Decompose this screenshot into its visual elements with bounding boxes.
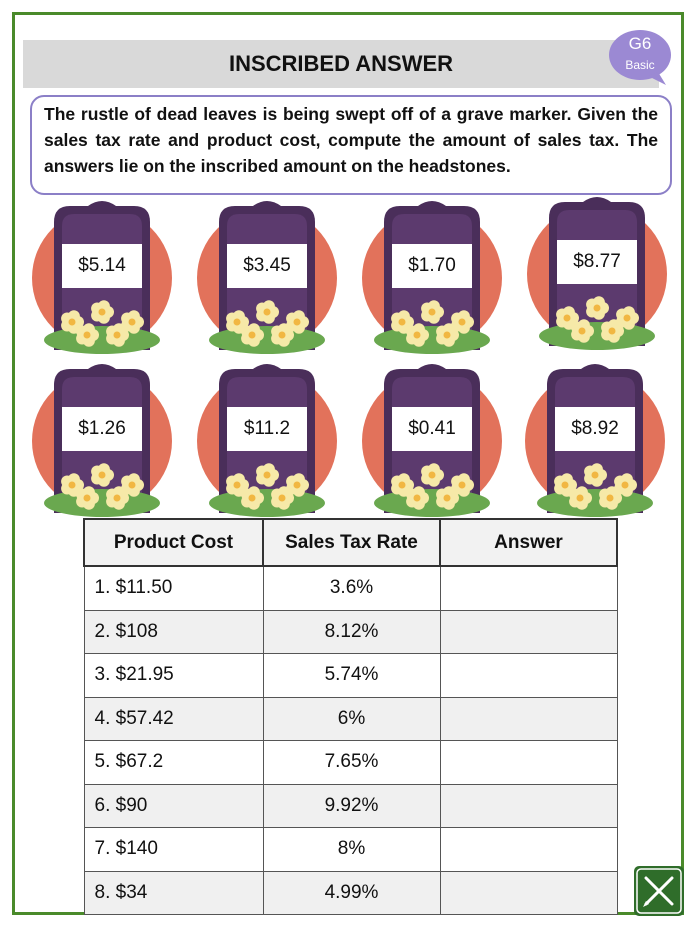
tax-rate-cell: 4.99% bbox=[262, 870, 441, 915]
product-cost-cell: 1. $11.50 bbox=[83, 565, 264, 611]
headstone-amount: $0.41 bbox=[392, 407, 472, 451]
table-row: 6. $90 9.92% bbox=[83, 783, 618, 828]
headstone-amount: $5.14 bbox=[62, 244, 142, 288]
table-row: 5. $67.2 7.65% bbox=[83, 740, 618, 785]
tax-rate-cell: 5.74% bbox=[262, 653, 441, 698]
page-title: INSCRIBED ANSWER bbox=[228, 51, 454, 76]
answer-cell[interactable] bbox=[439, 653, 618, 698]
answer-cell[interactable] bbox=[439, 740, 618, 785]
headstone: $3.45 bbox=[197, 200, 337, 360]
table-row: 2. $108 8.12% bbox=[83, 609, 618, 654]
table-row: 1. $11.50 3.6% bbox=[83, 565, 618, 611]
speech-bubble-icon bbox=[609, 30, 671, 85]
table-header-row: Product Cost Sales Tax Rate Answer bbox=[83, 518, 618, 567]
headstone-amount: $11.2 bbox=[227, 407, 307, 451]
header-sales-tax-rate: Sales Tax Rate bbox=[262, 518, 441, 567]
badge-grade: G6 bbox=[628, 34, 652, 53]
product-cost-cell: 7. $140 bbox=[83, 827, 264, 872]
headstone: $1.26 bbox=[32, 363, 172, 523]
table-row: 7. $140 8% bbox=[83, 827, 618, 872]
title-bar: INSCRIBED ANSWER bbox=[23, 40, 659, 88]
headstone-amount: $3.45 bbox=[227, 244, 307, 288]
product-cost-cell: 2. $108 bbox=[83, 609, 264, 654]
pencil-ruler-logo bbox=[634, 866, 684, 916]
tax-rate-cell: 6% bbox=[262, 696, 441, 741]
answer-cell[interactable] bbox=[439, 783, 618, 828]
grade-badge: G6 Basic bbox=[608, 28, 672, 86]
headstone-amount: $8.92 bbox=[555, 407, 635, 451]
header-answer: Answer bbox=[439, 518, 618, 567]
table-row: 4. $57.42 6% bbox=[83, 696, 618, 741]
answer-cell[interactable] bbox=[439, 870, 618, 915]
tax-rate-cell: 8.12% bbox=[262, 609, 441, 654]
answer-cell[interactable] bbox=[439, 827, 618, 872]
headstone: $0.41 bbox=[362, 363, 502, 523]
headstone: $11.2 bbox=[197, 363, 337, 523]
table-row: 8. $34 4.99% bbox=[83, 870, 618, 915]
badge-level: Basic bbox=[625, 58, 655, 72]
headstone: $1.70 bbox=[362, 200, 502, 360]
product-cost-cell: 4. $57.42 bbox=[83, 696, 264, 741]
headstone: $5.14 bbox=[32, 200, 172, 360]
header-product-cost: Product Cost bbox=[83, 518, 264, 567]
headstone: $8.92 bbox=[525, 363, 665, 523]
answer-cell[interactable] bbox=[439, 696, 618, 741]
product-cost-cell: 5. $67.2 bbox=[83, 740, 264, 785]
headstone: $8.77 bbox=[527, 196, 667, 356]
tax-rate-cell: 9.92% bbox=[262, 783, 441, 828]
headstone-amount: $1.70 bbox=[392, 244, 472, 288]
answer-cell[interactable] bbox=[439, 609, 618, 654]
answer-cell[interactable] bbox=[439, 565, 618, 611]
tax-rate-cell: 7.65% bbox=[262, 740, 441, 785]
product-cost-cell: 6. $90 bbox=[83, 783, 264, 828]
instructions-box: The rustle of dead leaves is being swept… bbox=[30, 95, 672, 195]
headstone-amount: $1.26 bbox=[62, 407, 142, 451]
tax-rate-cell: 8% bbox=[262, 827, 441, 872]
pencil-ruler-icon bbox=[636, 868, 682, 914]
tax-rate-cell: 3.6% bbox=[262, 565, 441, 611]
product-cost-cell: 3. $21.95 bbox=[83, 653, 264, 698]
table-row: 3. $21.95 5.74% bbox=[83, 653, 618, 698]
product-cost-cell: 8. $34 bbox=[83, 870, 264, 915]
sales-tax-table: Product Cost Sales Tax Rate Answer 1. $1… bbox=[83, 518, 618, 915]
headstone-amount: $8.77 bbox=[557, 240, 637, 284]
